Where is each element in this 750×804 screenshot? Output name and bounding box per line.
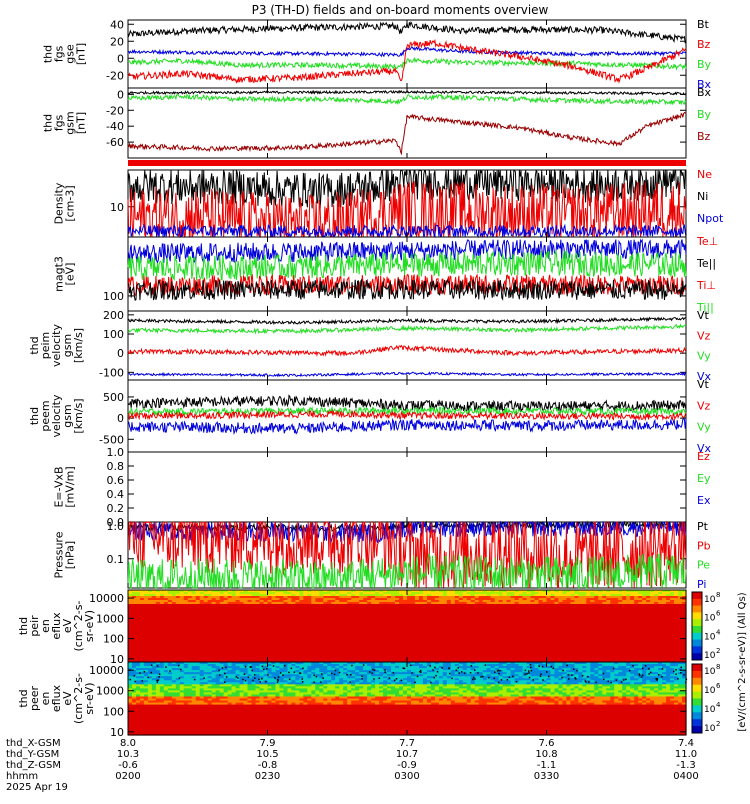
series-line-fgs2-bz [128,113,686,154]
legend-entry: Pi [697,578,706,591]
legend-entry: Ni [697,190,708,203]
legend-entry: Ey [697,472,711,485]
series-line-peim-vy [128,325,686,333]
y-tick-label: 0.1 [107,553,125,566]
legend-entry: Te⊥ [696,235,718,248]
legend-entry: Vy [697,421,711,434]
legend-temp: Te⊥Te||Ti⊥Ti|| [696,235,718,314]
legend-entry: Vz [697,399,711,412]
y-tick-label: 1.0 [107,520,125,533]
series-line-fgs-bt [128,22,686,43]
y-tick-label: 0.8 [107,460,125,473]
legend-entry: Vy [697,350,711,363]
series-line-fgs-bx [128,47,686,56]
y-label-line: [nT] [75,43,88,65]
legend-entry: Ti⊥ [696,279,716,292]
legend-entry: Vt [697,309,710,322]
y-axis-label: Density[cm-3] [53,182,77,224]
legend-entry: Ex [697,494,711,507]
y-tick-label: 0 [117,412,124,425]
y-label-line: [mV/m] [64,466,77,507]
series-line-pressure-pe [128,554,686,588]
y-tick-label: 0.4 [107,488,125,501]
y-tick-label: 0 [117,88,124,101]
legend-efield: Ez Ey Ex [697,450,711,507]
figure-title: P3 (TH-D) fields and on-board moments ov… [252,3,549,17]
y-tick-label: 40 [110,18,124,31]
y-label-line: [cm-3] [64,185,77,221]
y-tick-label: 100 [103,290,124,303]
y-tick-label: 500 [103,391,124,404]
legend-entry: Vz [697,329,711,342]
legend-entry: Pb [697,539,711,552]
panel-frame [128,452,686,522]
legend-entry: Ne [697,168,712,181]
series-line-peim-vz [128,346,686,356]
y-label-line: [eV] [64,263,77,286]
legend-entry: Bz [697,38,711,51]
y-label-line: [km/s] [72,398,85,433]
y-tick-label: -20 [106,104,124,117]
legend-entry: By [697,58,712,71]
panel-peir: 10000100010010thdpeirenefluxeV(cm^2-s-sr… [17,590,687,666]
legend-entry: Bx [697,86,712,99]
panel-density: 10 Density[cm-3] Ne Ni Npot [53,160,724,237]
spectrogram-peir [128,590,687,663]
legend-entry: Te|| [696,257,716,270]
series-line-fgs2-by [128,95,686,105]
y-tick-label: 0 [117,347,124,360]
y-axis-label: magt3[eV] [53,256,77,292]
y-tick-label: -100 [99,366,124,379]
y-tick-label: -40 [106,120,124,133]
y-tick-label: 0.6 [107,474,125,487]
legend-entry: Bz [697,130,711,143]
y-tick-label: 20 [110,35,124,48]
legend-entry: Vt [697,378,710,391]
y-tick-label: 1.0 [107,446,125,459]
y-label-line: [km/s] [72,328,85,363]
y-tick-label: -500 [99,433,124,446]
y-tick-label: -60 [106,136,124,149]
legend-entry: Pt [697,520,709,533]
y-label-line: [nT] [75,112,88,134]
y-tick-label: 100 [103,328,124,341]
y-tick-label: -20 [106,69,124,82]
y-tick-label: 0 [117,52,124,65]
legend-fgs2: Bx By Bz [697,86,712,143]
legend-entry: Bt [697,18,710,31]
series-line-peem-vx [128,419,686,434]
y-label-line: [nPa] [64,541,77,569]
y-tick-label: 200 [103,309,124,322]
legend-pressure: Pt Pb Pe Pi [697,520,711,591]
panel-pressure: 1.0 0.1 Pressure[nPa] Pt Pb Pe Pi [53,520,711,591]
legend-entry: Ez [697,450,710,463]
legend-density: Ne Ni Npot [697,168,724,225]
y-axis-label: Pressure[nPa] [53,531,77,578]
series-line-fgs-by [128,58,686,69]
y-tick-label: 10 [110,201,124,214]
y-axis-label: E=-VxB[mV/m] [53,466,77,507]
y-tick-label: 0.2 [107,502,125,515]
legend-entry: Npot [697,212,724,225]
legend-entry: By [697,108,712,121]
legend-entry: Pe [697,559,710,572]
series-line-peim-vt [128,318,686,324]
data-quality-bar [128,160,686,166]
